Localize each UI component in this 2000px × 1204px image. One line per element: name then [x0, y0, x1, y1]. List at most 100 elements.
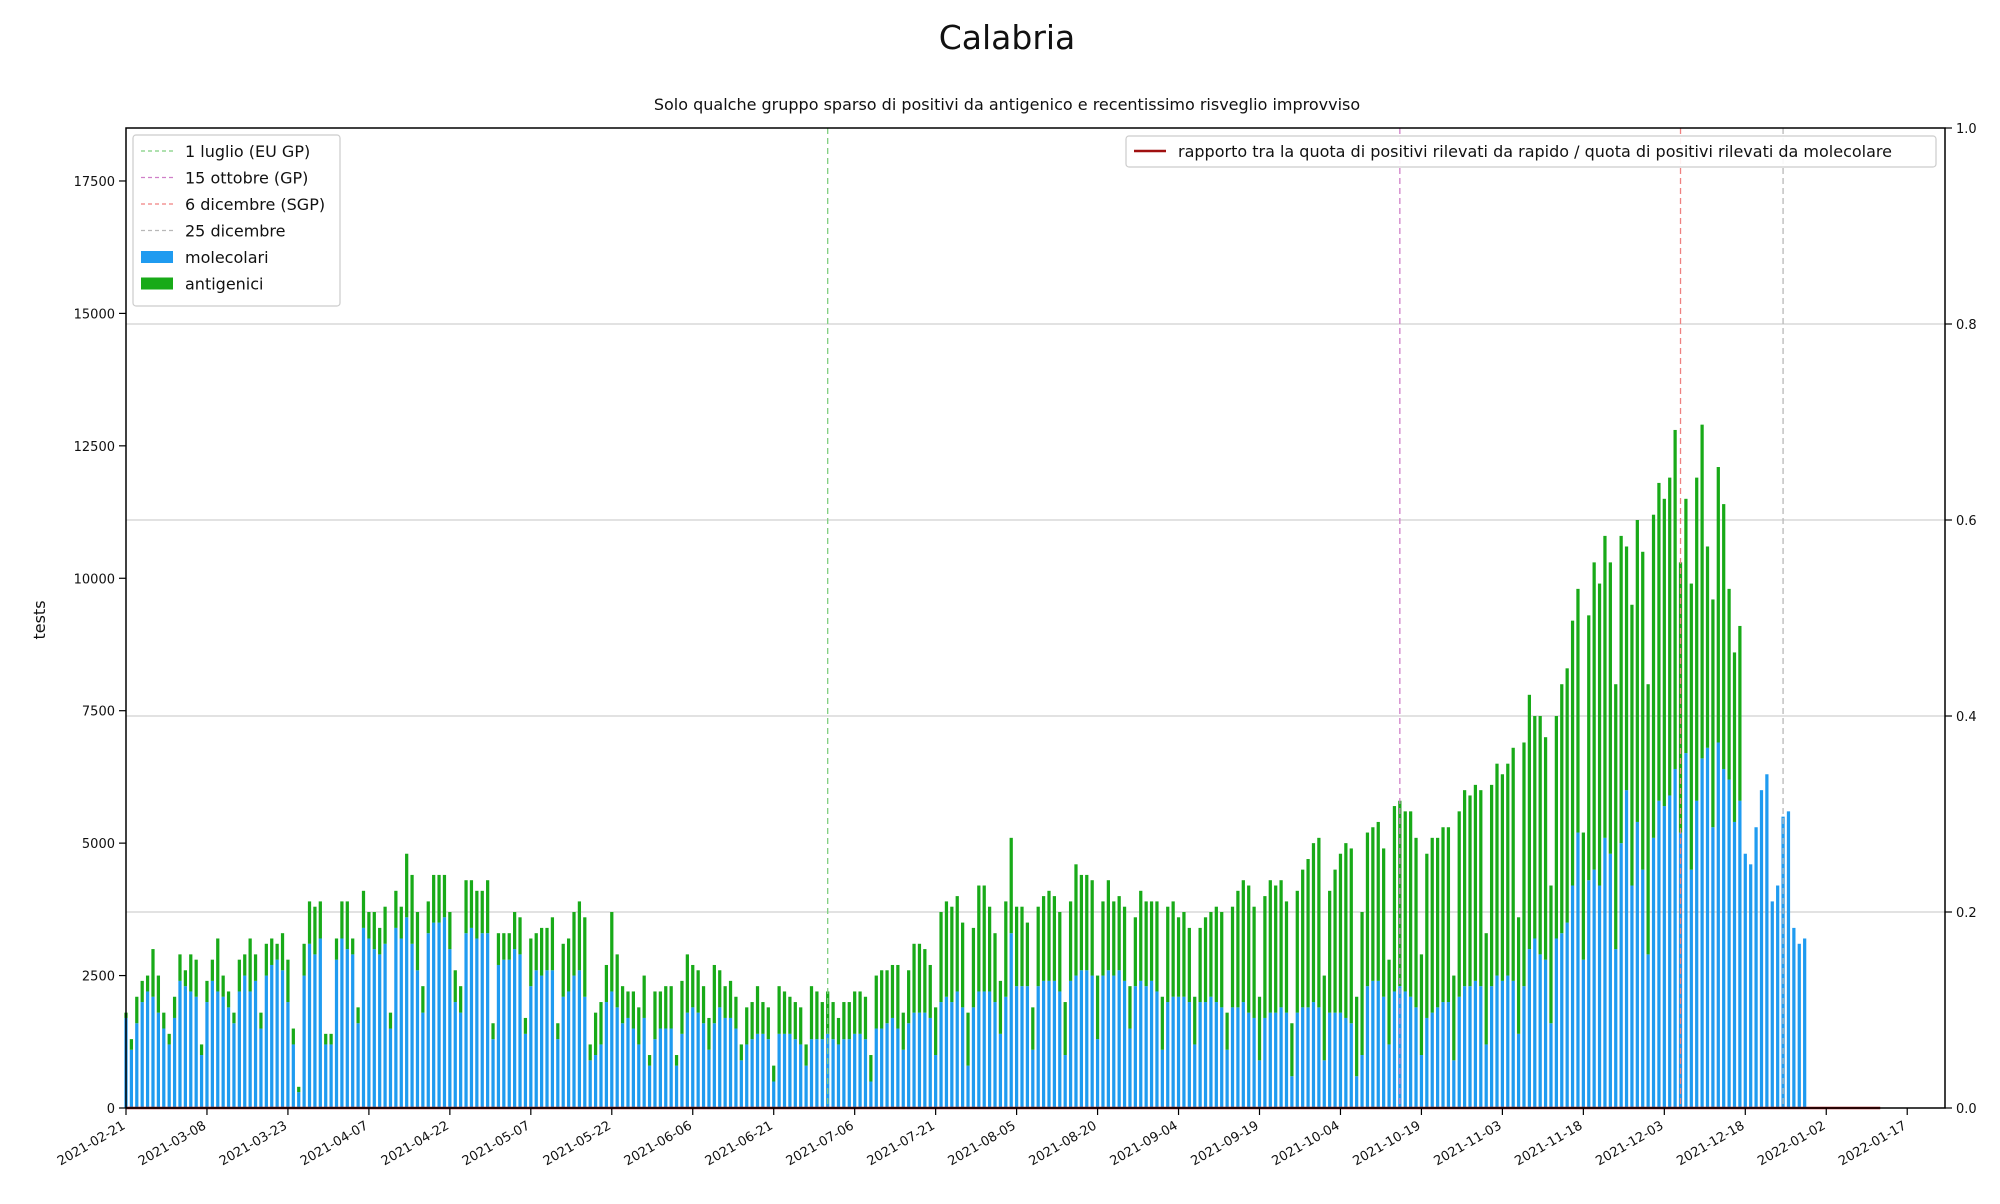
bar-antigenici: [1716, 467, 1720, 743]
bar-molecolari: [199, 1055, 204, 1108]
bar-antigenici: [286, 959, 290, 1003]
bar-antigenici: [1014, 906, 1019, 987]
bar-molecolari: [1284, 1012, 1289, 1108]
bar-molecolari: [361, 927, 366, 1108]
x-tick-label: 2021-05-07: [460, 1118, 533, 1169]
bar-antigenici: [1565, 668, 1569, 923]
bar-antigenici: [1419, 954, 1424, 1056]
bar-molecolari: [1479, 986, 1483, 1108]
bar-molecolari: [442, 917, 447, 1108]
bar-antigenici: [243, 954, 247, 976]
bar-antigenici: [145, 975, 150, 992]
bar-antigenici: [626, 991, 630, 1018]
bar-molecolari: [1657, 800, 1661, 1108]
bar-molecolari: [1700, 758, 1704, 1108]
bar-antigenici: [1684, 498, 1688, 754]
bar-molecolari: [318, 938, 322, 1108]
grid: [126, 323, 1945, 913]
x-tick-label: 2021-06-21: [703, 1118, 776, 1169]
bar-molecolari: [1117, 970, 1121, 1108]
bar-antigenici: [1506, 763, 1510, 976]
bar-molecolari: [1749, 864, 1753, 1108]
bar-antigenici: [345, 901, 349, 950]
bar-antigenici: [1333, 869, 1337, 1013]
bar-antigenici: [685, 954, 689, 1013]
bar-molecolari: [869, 1081, 873, 1108]
bar-molecolari: [1247, 1012, 1251, 1108]
y-tick-label: 12500: [74, 440, 115, 455]
bar-antigenici: [1527, 694, 1532, 950]
bar-antigenici: [847, 1002, 851, 1040]
bar-antigenici: [275, 943, 279, 960]
bar-antigenici: [1738, 625, 1742, 801]
bar-molecolari: [518, 954, 522, 1108]
bar-antigenici: [307, 901, 312, 944]
bar-antigenici: [971, 927, 976, 1008]
bar-antigenici: [934, 1007, 938, 1056]
bar-antigenici: [1025, 922, 1030, 987]
bar-molecolari: [340, 938, 344, 1108]
bar-antigenici: [1274, 885, 1278, 1013]
bar-antigenici: [637, 1007, 641, 1045]
bar-molecolari: [286, 1002, 290, 1108]
bar-molecolari: [928, 1017, 932, 1108]
bar-molecolari: [1473, 980, 1478, 1108]
bar-molecolari: [1797, 943, 1801, 1108]
bar-molecolari: [1301, 1007, 1305, 1108]
bar-antigenici: [993, 933, 997, 1003]
bar-molecolari: [1543, 959, 1548, 1108]
bar-antigenici: [561, 943, 565, 997]
bar-molecolari: [507, 959, 511, 1108]
bar-antigenici: [194, 959, 198, 997]
bar-molecolari: [232, 1023, 236, 1108]
bar-molecolari: [1106, 970, 1110, 1108]
legend-right-box: [1125, 135, 1937, 168]
bar-antigenici: [1252, 906, 1256, 1018]
y-tick-label: 0: [107, 1102, 115, 1117]
bar-antigenici: [1689, 583, 1693, 870]
bar-molecolari: [1090, 975, 1094, 1108]
bar-antigenici: [1722, 504, 1726, 769]
x-tick-label: 2021-03-23: [217, 1118, 290, 1169]
x-tick-label: 2021-04-22: [379, 1118, 452, 1169]
bar-molecolari: [761, 1033, 765, 1108]
bar-antigenici: [1328, 890, 1332, 1013]
bar-molecolari: [394, 927, 398, 1108]
bar-antigenici: [950, 906, 954, 1003]
bar-antigenici: [1220, 912, 1224, 1008]
bar-antigenici: [1230, 906, 1235, 1008]
bar-molecolari: [1533, 938, 1537, 1108]
bar-molecolari: [345, 949, 349, 1108]
bar-molecolari: [1144, 986, 1148, 1108]
bar-antigenici: [1430, 837, 1434, 1013]
bar-molecolari: [1565, 922, 1569, 1108]
legend-label: 1 luglio (EU GP): [185, 142, 310, 161]
bar-antigenici: [1516, 917, 1521, 1034]
bar-molecolari: [1317, 1007, 1321, 1108]
bar-molecolari: [324, 1044, 328, 1108]
bar-molecolari: [1036, 986, 1040, 1108]
bar-antigenici: [1344, 843, 1348, 1018]
bar-antigenici: [1479, 790, 1483, 987]
bar-molecolari: [680, 1033, 684, 1108]
bar-molecolari: [410, 943, 414, 1108]
x-tick-label: 2021-07-21: [865, 1118, 938, 1169]
bar-molecolari: [728, 1017, 733, 1108]
bar-molecolari: [464, 933, 468, 1108]
bar-antigenici: [1705, 546, 1710, 748]
x-tick-label: 2021-08-20: [1027, 1118, 1100, 1169]
bar-molecolari: [1635, 821, 1639, 1108]
bar-antigenici: [253, 954, 258, 981]
bar-antigenici: [410, 874, 414, 944]
bar-molecolari: [469, 927, 474, 1108]
bar-molecolari: [275, 959, 279, 1108]
bar-antigenici: [459, 986, 463, 1013]
x-tick-label: 2021-02-21: [55, 1118, 128, 1169]
bar-antigenici: [205, 980, 209, 1003]
bar-antigenici: [766, 1007, 770, 1040]
legend-label: rapporto tra la quota di positivi rileva…: [1178, 142, 1892, 161]
bar-molecolari: [388, 1028, 393, 1108]
bar-molecolari: [378, 954, 382, 1108]
bar-molecolari: [1349, 1023, 1353, 1108]
